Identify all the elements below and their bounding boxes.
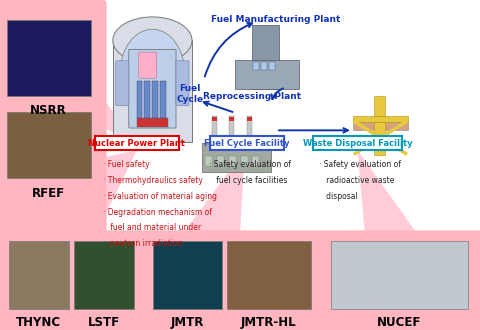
Text: Reprocessing Plant: Reprocessing Plant <box>203 92 301 101</box>
Text: NUCEF: NUCEF <box>377 316 421 329</box>
Polygon shape <box>358 150 418 234</box>
Text: · Safety evaluation of: · Safety evaluation of <box>319 160 401 169</box>
Text: neutron irradiation: neutron irradiation <box>103 239 183 248</box>
FancyBboxPatch shape <box>95 136 179 150</box>
Text: Fuel Manufacturing Plant: Fuel Manufacturing Plant <box>211 15 341 24</box>
Bar <box>229 117 234 121</box>
Bar <box>202 143 271 172</box>
Bar <box>240 156 248 166</box>
Text: Waste Disposal Facility: Waste Disposal Facility <box>303 139 412 148</box>
Bar <box>153 81 158 118</box>
Bar <box>235 60 299 89</box>
Bar <box>374 96 385 116</box>
Text: fuel cycle facilities: fuel cycle facilities <box>209 176 287 185</box>
Text: LSTF: LSTF <box>88 316 120 329</box>
Text: radioactive waste: radioactive waste <box>319 176 395 185</box>
Bar <box>252 25 279 89</box>
Bar <box>229 116 234 143</box>
Bar <box>212 117 217 121</box>
Bar <box>7 20 91 96</box>
Text: disposal: disposal <box>319 192 358 201</box>
Bar <box>331 241 468 309</box>
Text: Nuclear Power Plant: Nuclear Power Plant <box>88 139 185 148</box>
FancyBboxPatch shape <box>321 230 480 330</box>
FancyBboxPatch shape <box>210 136 284 150</box>
Polygon shape <box>98 92 137 144</box>
Bar <box>136 118 168 127</box>
Bar <box>7 112 91 178</box>
Text: THYNC: THYNC <box>16 316 61 329</box>
Text: Fuel Cycle Facility: Fuel Cycle Facility <box>204 139 290 148</box>
Polygon shape <box>48 150 137 234</box>
Text: JMTR: JMTR <box>170 316 204 329</box>
Bar <box>227 241 311 309</box>
Polygon shape <box>182 150 245 234</box>
Text: NSRR: NSRR <box>30 104 66 117</box>
FancyBboxPatch shape <box>313 136 402 150</box>
Text: · Safety evaluation of: · Safety evaluation of <box>209 160 291 169</box>
Ellipse shape <box>113 17 192 64</box>
Text: · Thermohydraulics safety: · Thermohydraulics safety <box>103 176 203 185</box>
Bar <box>212 116 217 143</box>
Text: · Evaluation of material aging: · Evaluation of material aging <box>103 192 217 201</box>
Bar <box>205 156 212 166</box>
Bar <box>136 81 142 118</box>
Bar <box>74 241 134 309</box>
FancyBboxPatch shape <box>129 49 176 128</box>
Bar <box>113 41 192 142</box>
FancyBboxPatch shape <box>141 230 327 330</box>
Text: JMTR-HL: JMTR-HL <box>241 316 297 329</box>
Text: fuel and material under: fuel and material under <box>103 223 201 232</box>
FancyBboxPatch shape <box>0 0 107 237</box>
FancyBboxPatch shape <box>0 230 147 330</box>
Bar <box>253 62 259 70</box>
Bar <box>252 156 259 166</box>
Text: · Degradation mechanism of: · Degradation mechanism of <box>103 208 212 216</box>
Bar <box>9 241 69 309</box>
Polygon shape <box>98 150 137 191</box>
Text: · Fuel safety: · Fuel safety <box>103 160 150 169</box>
Bar <box>144 81 150 118</box>
Bar <box>153 241 222 309</box>
Bar <box>217 156 224 166</box>
FancyBboxPatch shape <box>139 52 156 78</box>
Text: RFEF: RFEF <box>31 186 65 200</box>
Bar <box>229 156 236 166</box>
FancyBboxPatch shape <box>176 61 189 106</box>
Bar <box>353 116 408 122</box>
Ellipse shape <box>120 29 185 118</box>
Text: Fuel
Cycle: Fuel Cycle <box>176 84 203 104</box>
Bar <box>262 62 267 70</box>
Bar <box>269 62 275 70</box>
Bar <box>247 116 252 143</box>
Bar <box>374 122 385 155</box>
Bar <box>160 81 166 118</box>
Bar <box>247 117 252 121</box>
FancyBboxPatch shape <box>116 61 129 106</box>
Bar <box>353 122 408 130</box>
